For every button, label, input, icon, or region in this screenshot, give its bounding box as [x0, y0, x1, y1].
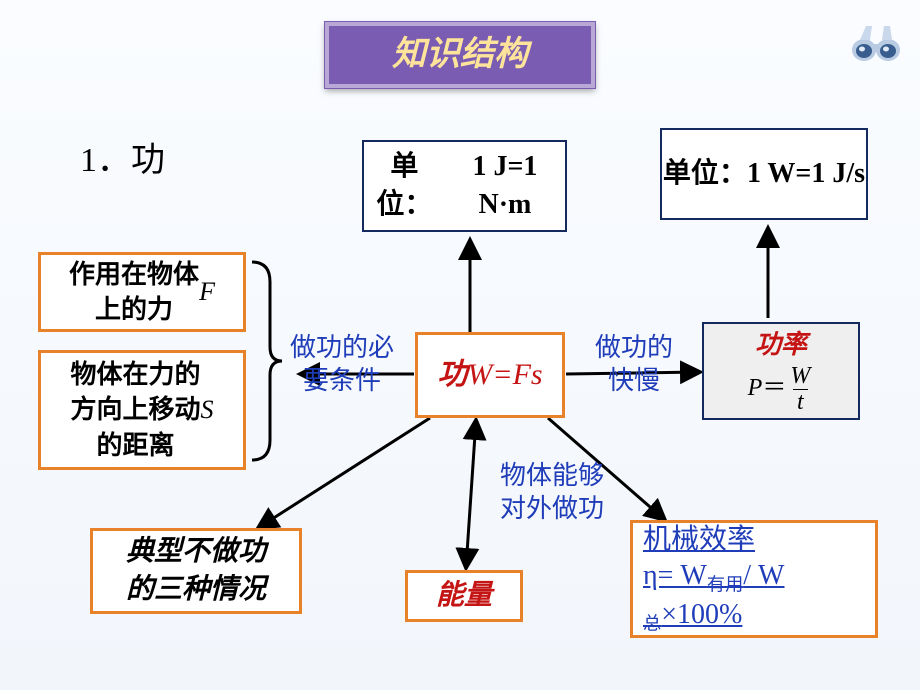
- unit-joule-box: 单位：1 J=1 N·m: [362, 140, 567, 232]
- heading-text: 1．功: [80, 142, 165, 179]
- power-den: t: [793, 389, 808, 415]
- unit-watt-box: 单位：1 W=1 J/s: [660, 128, 868, 220]
- power-box: 功率 P＝Wt: [702, 322, 860, 420]
- work-center-box: 功W=Fs: [415, 332, 565, 418]
- typical-nowork-box: 典型不做功的三种情况: [90, 528, 302, 614]
- edge-label-condition: 做功的必要条件: [290, 332, 394, 397]
- edge-label-able: 物体能够对外做功: [500, 460, 604, 525]
- slide-canvas: 知识结构 1．功 单位：1 J=1 N·m 单位：1 W=1 J/s 作用在物体…: [0, 0, 920, 690]
- title-banner: 知识结构: [325, 22, 595, 88]
- distance-condition-box: 物体在力的方向上移动的距离S: [38, 350, 246, 470]
- power-title: 功率: [748, 327, 815, 362]
- curly-brace: [252, 262, 282, 460]
- power-num: W: [786, 364, 814, 389]
- title-text: 知识结构: [392, 32, 528, 78]
- efficiency-box: 机械效率η= W有用/ W总×100%: [630, 520, 878, 638]
- binoculars-icon: [848, 20, 904, 64]
- center-to-energy: [466, 420, 476, 568]
- force-condition-box: 作用在物体上的力F: [38, 252, 246, 332]
- section-heading: 1．功: [80, 140, 165, 183]
- efficiency-content: 机械效率η= W有用/ W总×100%: [633, 516, 875, 643]
- power-formula: P＝Wt: [748, 364, 815, 415]
- power-P: P: [748, 375, 763, 401]
- edge-label-speed: 做功的快慢: [595, 332, 673, 397]
- power-eq: ＝: [762, 375, 786, 401]
- center-to-typical: [258, 418, 430, 528]
- energy-box: 能量: [405, 570, 523, 622]
